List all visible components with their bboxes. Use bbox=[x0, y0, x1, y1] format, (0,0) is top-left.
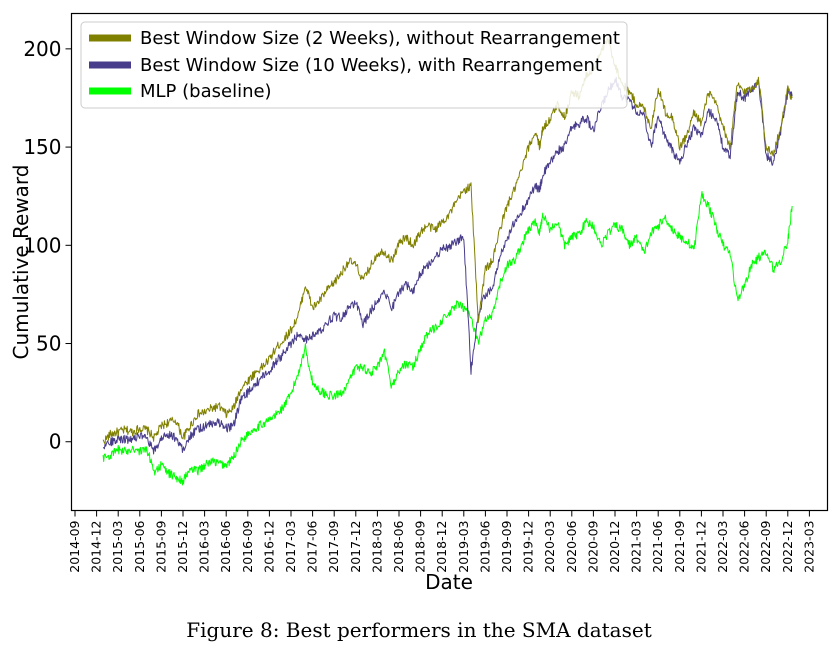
legend-label-mlp: MLP (baseline) bbox=[140, 81, 272, 102]
legend-label-10-weeks: Best Window Size (10 Weeks), with Rearra… bbox=[140, 55, 602, 76]
x-axis-label: Date bbox=[425, 570, 473, 594]
x-tick-label: 2017-09 bbox=[326, 520, 341, 572]
x-tick-label: 2015-12 bbox=[175, 521, 190, 573]
y-tick-label: 0 bbox=[49, 430, 62, 454]
y-tick-label: 150 bbox=[23, 135, 61, 159]
series-line-10-weeks bbox=[102, 76, 793, 455]
x-tick-label: 2016-09 bbox=[240, 520, 255, 572]
x-tick-label: 2014-09 bbox=[67, 520, 82, 572]
x-axis: 2014-09 2014-12 2015-03 2015-06 2015-09 2015-… bbox=[67, 510, 816, 573]
x-tick-label: 2019-03 bbox=[456, 521, 471, 573]
y-tick-label: 100 bbox=[23, 233, 61, 257]
x-tick-label: 2021-03 bbox=[629, 521, 644, 573]
x-tick-label: 2020-03 bbox=[542, 521, 557, 573]
x-tick-label: 2017-12 bbox=[348, 521, 363, 573]
x-tick-label: 2021-09 bbox=[672, 520, 687, 572]
x-tick-label: 2018-06 bbox=[391, 520, 406, 572]
x-tick-label: 2023-03 bbox=[801, 521, 816, 573]
plot-area bbox=[102, 37, 793, 486]
y-axis-label: Cumulative Reward bbox=[9, 165, 33, 360]
x-tick-label: 2022-06 bbox=[737, 520, 752, 572]
y-tick-label: 50 bbox=[36, 332, 61, 356]
plot-frame bbox=[70, 12, 829, 512]
legend: Best Window Size (2 Weeks), without Rear… bbox=[80, 21, 628, 109]
x-tick-label: 2016-06 bbox=[218, 520, 233, 572]
x-tick-label: 2019-12 bbox=[521, 521, 536, 573]
series-line-2-weeks bbox=[102, 37, 793, 445]
x-tick-label: 2016-12 bbox=[261, 521, 276, 573]
x-tick-label: 2022-09 bbox=[758, 520, 773, 572]
x-tick-label: 2019-09 bbox=[499, 520, 514, 572]
legend-box bbox=[80, 21, 628, 109]
x-tick-label: 2016-03 bbox=[197, 521, 212, 573]
x-tick-label: 2020-06 bbox=[564, 520, 579, 572]
x-tick-label: 2018-03 bbox=[369, 521, 384, 573]
series-line-mlp bbox=[102, 191, 793, 486]
x-tick-label: 2021-06 bbox=[650, 520, 665, 572]
x-tick-label: 2018-12 bbox=[434, 521, 449, 573]
x-tick-label: 2015-09 bbox=[153, 520, 168, 572]
x-tick-label: 2014-12 bbox=[89, 521, 104, 573]
x-tick-label: 2017-03 bbox=[283, 521, 298, 573]
x-tick-label: 2018-09 bbox=[413, 520, 428, 572]
x-tick-label: 2015-06 bbox=[132, 520, 147, 572]
x-tick-label: 2017-06 bbox=[305, 520, 320, 572]
x-tick-label: 2021-12 bbox=[693, 521, 708, 573]
x-tick-label: 2022-03 bbox=[715, 521, 730, 573]
line-chart: 0 50 100 150 200 2014-09 2014-12 2015-03 2015-0… bbox=[9, 12, 829, 594]
legend-label-2-weeks: Best Window Size (2 Weeks), without Rear… bbox=[140, 28, 620, 49]
x-tick-label: 2019-06 bbox=[477, 520, 492, 572]
x-tick-label: 2015-03 bbox=[110, 521, 125, 573]
figure-caption: Figure 8: Best performers in the SMA dat… bbox=[186, 618, 652, 642]
y-axis: 0 50 100 150 200 bbox=[23, 37, 72, 454]
x-tick-label: 2022-12 bbox=[780, 521, 795, 573]
y-tick-label: 200 bbox=[23, 37, 61, 61]
x-tick-label: 2020-12 bbox=[607, 521, 622, 573]
x-tick-label: 2020-09 bbox=[585, 520, 600, 572]
